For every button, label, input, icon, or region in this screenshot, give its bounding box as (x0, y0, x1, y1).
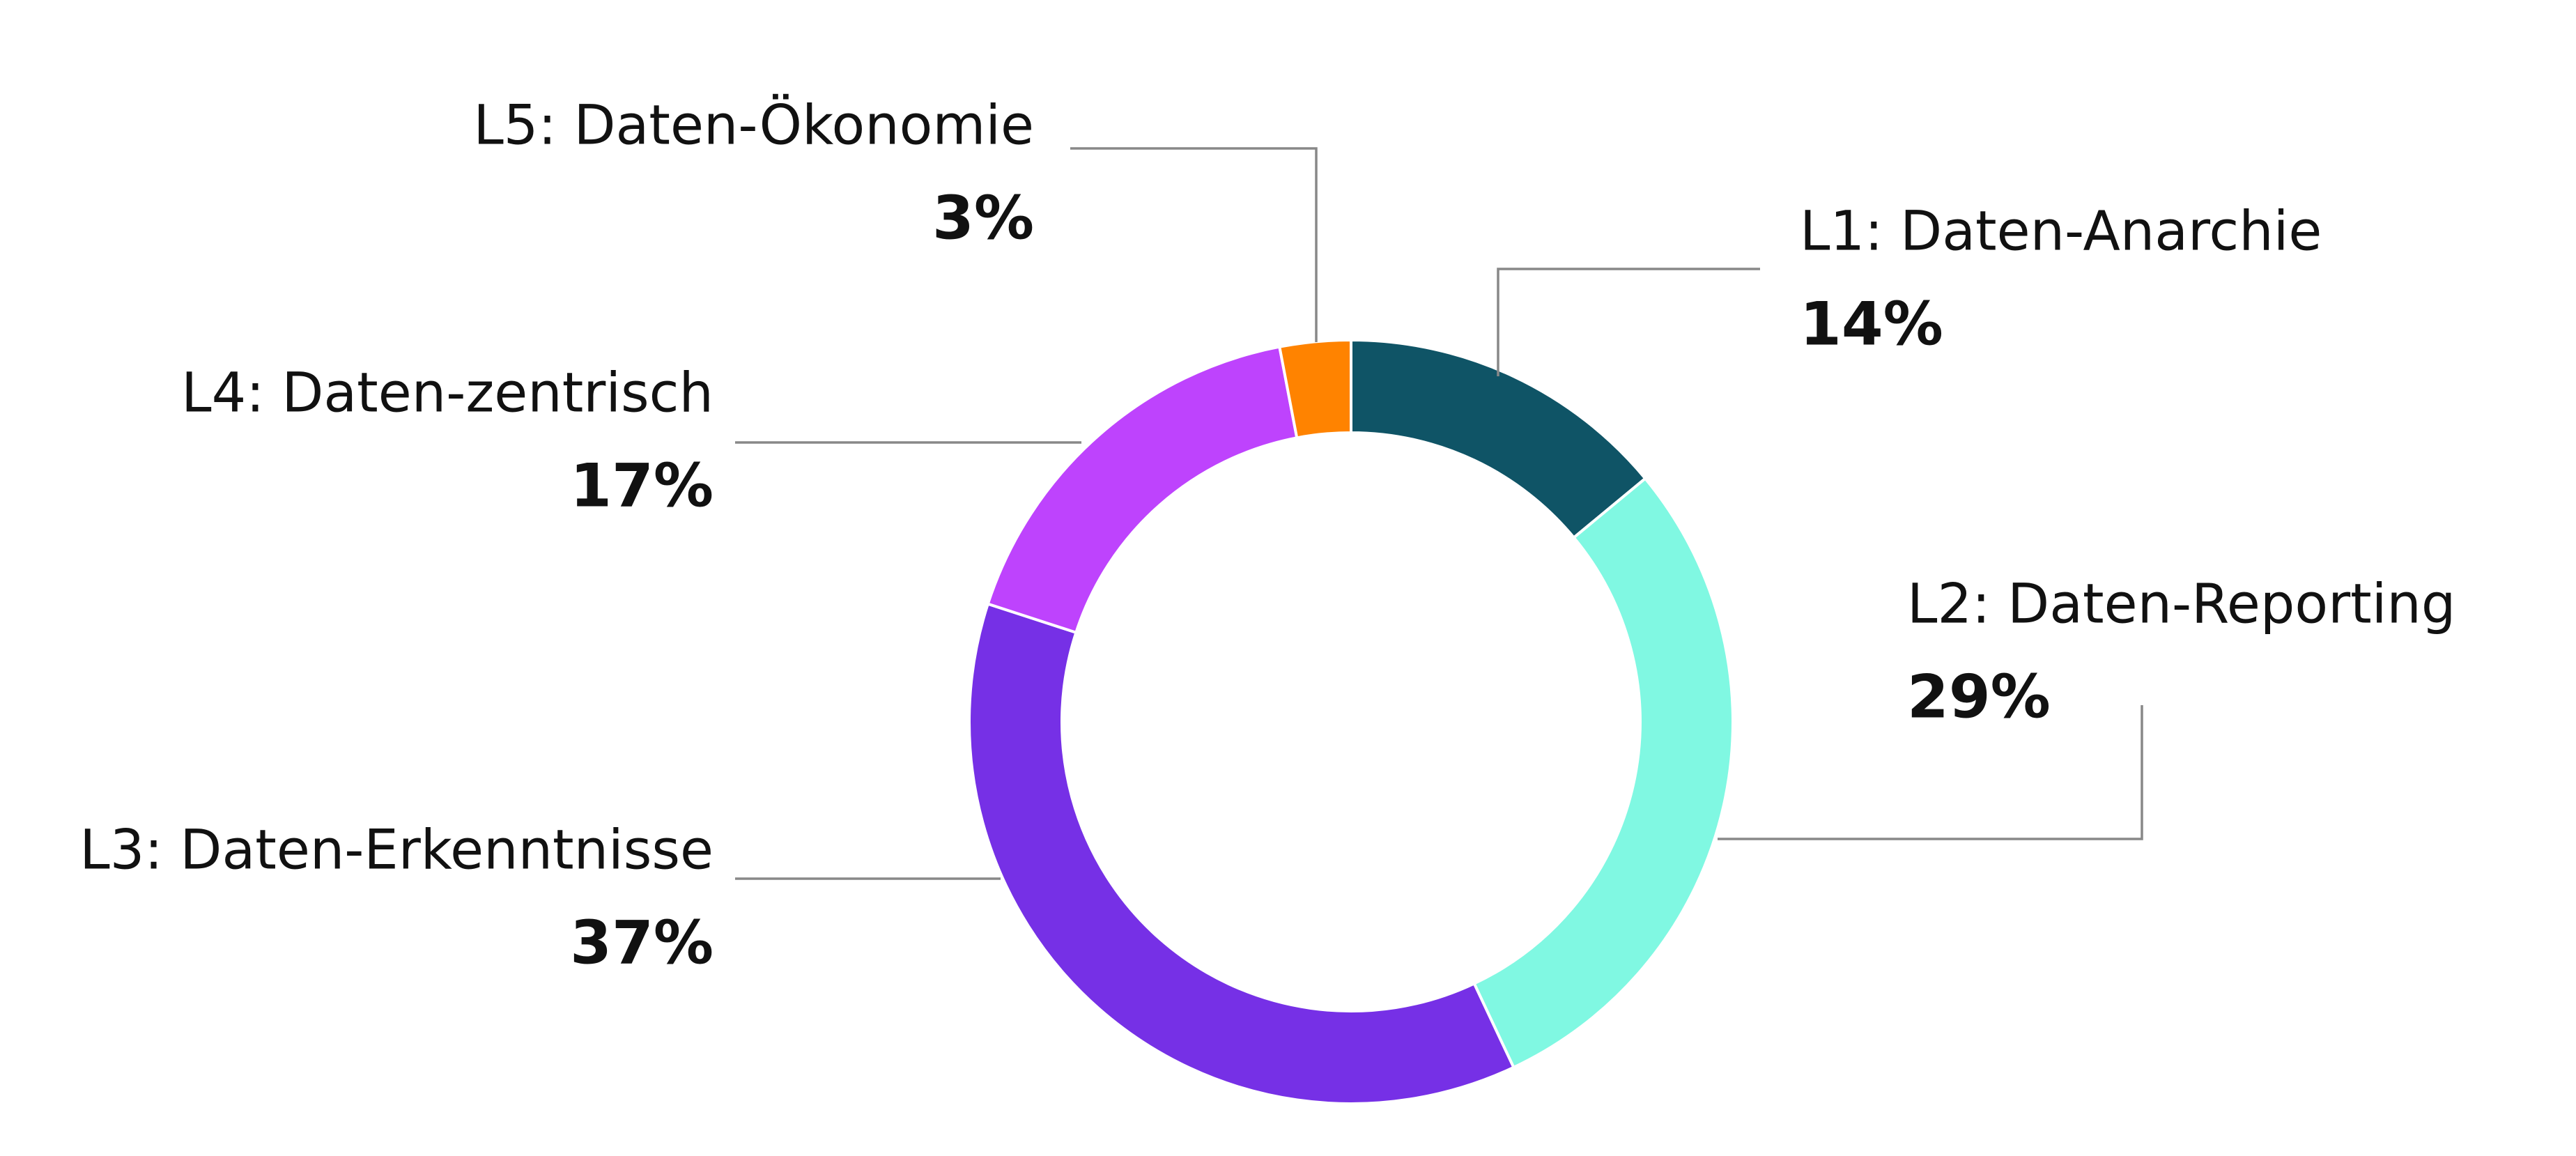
leader-line (1070, 147, 1318, 342)
leader-line (1497, 268, 1760, 376)
donut-slice (1472, 476, 1734, 1070)
leader-line (1718, 705, 2143, 840)
donut-slice (1277, 338, 1352, 440)
slice-label: L2: Daten-Reporting (1907, 573, 2455, 635)
slice-label: L3: Daten-Erkenntnisse (79, 819, 714, 881)
slice-label: L4: Daten-zentrisch (181, 362, 714, 424)
value-label: 17% (570, 451, 714, 521)
value-label: 3% (932, 183, 1034, 253)
donut-slice (967, 602, 1515, 1105)
value-label: 29% (1907, 662, 2051, 732)
donut-slice (986, 345, 1299, 635)
value-label: 37% (570, 908, 714, 978)
slice-label: L5: Daten-Ökonomie (473, 93, 1034, 157)
value-label: 14% (1800, 289, 1943, 359)
slice-label: L1: Daten-Anarchie (1800, 200, 2322, 263)
